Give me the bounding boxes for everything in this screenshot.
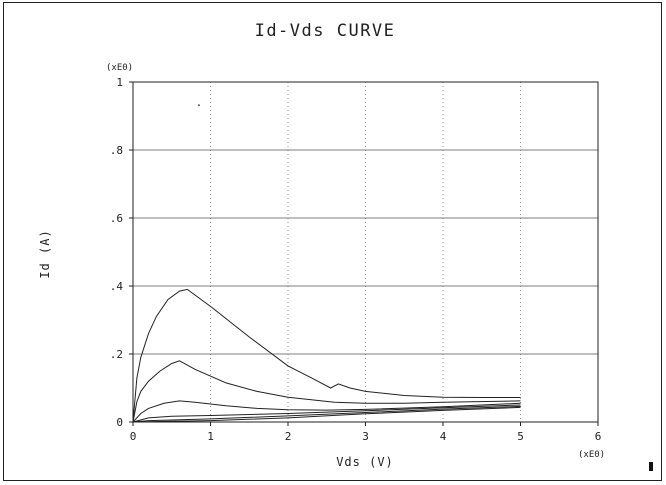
x-tick-label: 0: [130, 430, 137, 443]
x-axis-label: Vds (V): [336, 455, 394, 469]
y-axis-label: Id (A): [38, 229, 52, 278]
y-scale-label: (xE0): [106, 63, 133, 73]
series-line-6: [132, 406, 521, 423]
series-line-3: [132, 400, 521, 423]
series-line-5: [132, 405, 521, 423]
y-tick-label: .4: [110, 280, 124, 293]
plot-border: [132, 81, 599, 423]
annotation-text: .: [196, 96, 203, 109]
y-tick-label: .8: [110, 144, 123, 157]
x-tick-label: 5: [517, 430, 524, 443]
y-tick-label: 1: [116, 76, 123, 89]
x-tick-label: 2: [285, 430, 292, 443]
tick-label-layer: 0 .2 .4 .6 .8 1 0 1 2 3 4 5 6: [110, 76, 602, 443]
series-line-1: [132, 288, 521, 423]
chart-title: Id-Vds CURVE: [255, 21, 396, 41]
y-tick-label: .2: [110, 348, 123, 361]
cursor-block: [649, 462, 653, 471]
annotation-layer: .: [196, 96, 203, 109]
grid-layer: [133, 81, 599, 422]
x-scale-label: (xE0): [578, 450, 605, 460]
x-tick-label: 3: [362, 430, 369, 443]
x-tick-label: 1: [207, 430, 214, 443]
y-tick-label: .6: [110, 212, 123, 225]
series-line-2: [132, 360, 521, 423]
axis-layer: [129, 81, 599, 426]
y-tick-label: 0: [116, 416, 123, 429]
series-layer: [132, 288, 521, 423]
x-tick-label: 4: [440, 430, 447, 443]
series-line-4: [132, 404, 521, 423]
x-tick-label: 6: [595, 430, 602, 443]
